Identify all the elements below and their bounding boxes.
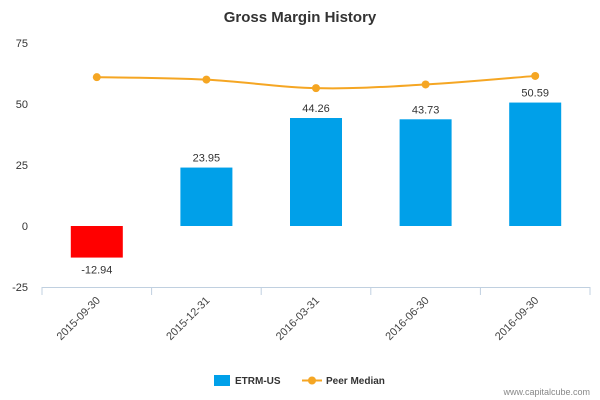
peer-median-series (92, 71, 540, 93)
bar[interactable] (180, 167, 233, 226)
y-tick-label: -25 (12, 282, 28, 294)
peer-median-point[interactable] (202, 75, 211, 84)
legend-swatch-peer-marker (308, 376, 316, 385)
bar-data-label: 50.59 (521, 88, 549, 100)
bar-data-label: 23.95 (193, 153, 221, 165)
bar[interactable] (399, 119, 452, 226)
peer-median-point[interactable] (421, 80, 430, 89)
bar-series (70, 102, 562, 258)
legend-label-etrm: ETRM-US (235, 376, 281, 387)
bar-data-label: 44.26 (302, 103, 330, 115)
x-tick-label: 2015-12-31 (164, 295, 212, 343)
y-tick-label: 25 (16, 160, 28, 172)
bar-data-labels: -12.94 23.95 44.26 43.73 50.59 (81, 88, 549, 277)
bar[interactable] (290, 118, 342, 226)
legend-swatch-etrm (214, 375, 230, 386)
x-tick-label: 2016-06-30 (383, 295, 431, 343)
x-tick-label: 2015-09-30 (55, 295, 103, 343)
peer-median-point[interactable] (92, 73, 101, 82)
bar[interactable] (509, 102, 562, 226)
x-tick-label: 2016-03-31 (274, 295, 322, 343)
legend[interactable]: ETRM-US Peer Median (214, 375, 385, 387)
bar-data-label: -12.94 (81, 265, 112, 277)
y-tick-label: 75 (16, 38, 28, 50)
chart-title: Gross Margin History (224, 9, 377, 26)
x-axis-ticks: 2015-09-30 2015-12-31 2016-03-31 2016-06-30… (41, 287, 591, 343)
bar-data-label: 43.73 (412, 104, 440, 116)
x-tick-label: 2016-09-30 (493, 295, 541, 343)
legend-label-peer: Peer Median (326, 376, 385, 387)
peer-median-point[interactable] (312, 84, 320, 93)
y-tick-label: 50 (16, 99, 28, 111)
peer-median-point[interactable] (531, 71, 540, 80)
y-tick-label: 0 (22, 221, 28, 233)
y-axis-ticks: 75 50 25 0 -25 (12, 38, 28, 294)
credit-text: www.capitalcube.com (502, 387, 590, 397)
bar[interactable] (70, 226, 123, 258)
